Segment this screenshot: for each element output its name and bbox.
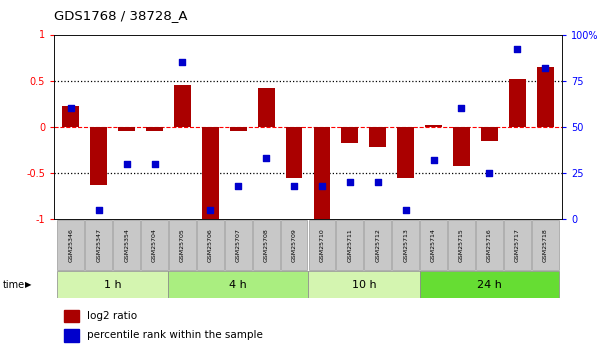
Bar — [230, 127, 246, 131]
Text: 4 h: 4 h — [230, 280, 247, 289]
Bar — [537, 67, 554, 127]
Point — [513, 47, 522, 52]
FancyBboxPatch shape — [476, 220, 503, 270]
Point — [289, 183, 299, 189]
Bar — [63, 107, 79, 127]
Text: GSM25708: GSM25708 — [264, 228, 269, 262]
Text: GSM25713: GSM25713 — [403, 228, 408, 262]
FancyBboxPatch shape — [113, 220, 140, 270]
Bar — [314, 127, 331, 219]
Point — [122, 161, 132, 167]
Text: log2 ratio: log2 ratio — [87, 311, 137, 321]
Text: ▶: ▶ — [25, 280, 32, 289]
Bar — [453, 127, 470, 166]
Text: percentile rank within the sample: percentile rank within the sample — [87, 331, 263, 341]
Text: GSM25718: GSM25718 — [543, 228, 548, 262]
FancyBboxPatch shape — [448, 220, 475, 270]
Text: GDS1768 / 38728_A: GDS1768 / 38728_A — [54, 9, 188, 22]
FancyBboxPatch shape — [225, 220, 252, 270]
Text: 1 h: 1 h — [104, 280, 121, 289]
Point — [261, 155, 271, 161]
FancyBboxPatch shape — [420, 220, 447, 270]
Bar — [118, 127, 135, 131]
Bar — [146, 127, 163, 131]
FancyBboxPatch shape — [253, 220, 279, 270]
Bar — [419, 271, 559, 298]
Text: GSM25711: GSM25711 — [347, 228, 352, 262]
Text: 24 h: 24 h — [477, 280, 502, 289]
Point — [66, 106, 76, 111]
Bar — [90, 127, 107, 185]
FancyBboxPatch shape — [364, 220, 391, 270]
Text: 10 h: 10 h — [352, 280, 376, 289]
Bar — [509, 79, 526, 127]
Bar — [341, 127, 358, 144]
Text: GSM25707: GSM25707 — [236, 228, 241, 262]
Point — [484, 170, 494, 176]
Bar — [64, 329, 79, 342]
Bar — [258, 88, 275, 127]
Text: GSM25716: GSM25716 — [487, 228, 492, 262]
Bar — [285, 127, 302, 178]
FancyBboxPatch shape — [337, 220, 363, 270]
Point — [150, 161, 159, 167]
Bar — [168, 271, 308, 298]
Text: GSM25710: GSM25710 — [320, 228, 325, 262]
Point — [178, 59, 188, 65]
Bar — [64, 310, 79, 322]
Text: GSM25712: GSM25712 — [375, 228, 380, 262]
FancyBboxPatch shape — [141, 220, 168, 270]
Point — [401, 207, 410, 213]
Text: GSM25347: GSM25347 — [96, 228, 101, 262]
FancyBboxPatch shape — [197, 220, 224, 270]
Text: GSM25714: GSM25714 — [431, 228, 436, 262]
Bar — [308, 271, 419, 298]
Point — [94, 207, 103, 213]
Point — [317, 183, 327, 189]
FancyBboxPatch shape — [169, 220, 196, 270]
Bar — [57, 271, 168, 298]
Point — [206, 207, 215, 213]
Text: GSM25705: GSM25705 — [180, 228, 185, 262]
Bar — [370, 127, 386, 147]
FancyBboxPatch shape — [58, 220, 84, 270]
Bar — [202, 127, 219, 219]
Bar — [481, 127, 498, 141]
Point — [457, 106, 466, 111]
Bar — [397, 127, 414, 178]
FancyBboxPatch shape — [85, 220, 112, 270]
FancyBboxPatch shape — [281, 220, 308, 270]
Text: GSM25704: GSM25704 — [152, 228, 157, 262]
Text: GSM25706: GSM25706 — [208, 228, 213, 262]
FancyBboxPatch shape — [532, 220, 558, 270]
Point — [540, 65, 550, 70]
Bar — [174, 85, 191, 127]
Text: GSM25717: GSM25717 — [515, 228, 520, 262]
Point — [345, 179, 355, 185]
Point — [429, 157, 438, 163]
Point — [373, 179, 383, 185]
Text: GSM25354: GSM25354 — [124, 228, 129, 262]
Text: GSM25715: GSM25715 — [459, 228, 464, 262]
Text: GSM25346: GSM25346 — [69, 228, 73, 262]
FancyBboxPatch shape — [504, 220, 531, 270]
Point — [233, 183, 243, 189]
Text: GSM25709: GSM25709 — [291, 228, 296, 262]
FancyBboxPatch shape — [392, 220, 419, 270]
FancyBboxPatch shape — [308, 220, 335, 270]
Bar — [425, 125, 442, 127]
Text: time: time — [3, 280, 25, 289]
